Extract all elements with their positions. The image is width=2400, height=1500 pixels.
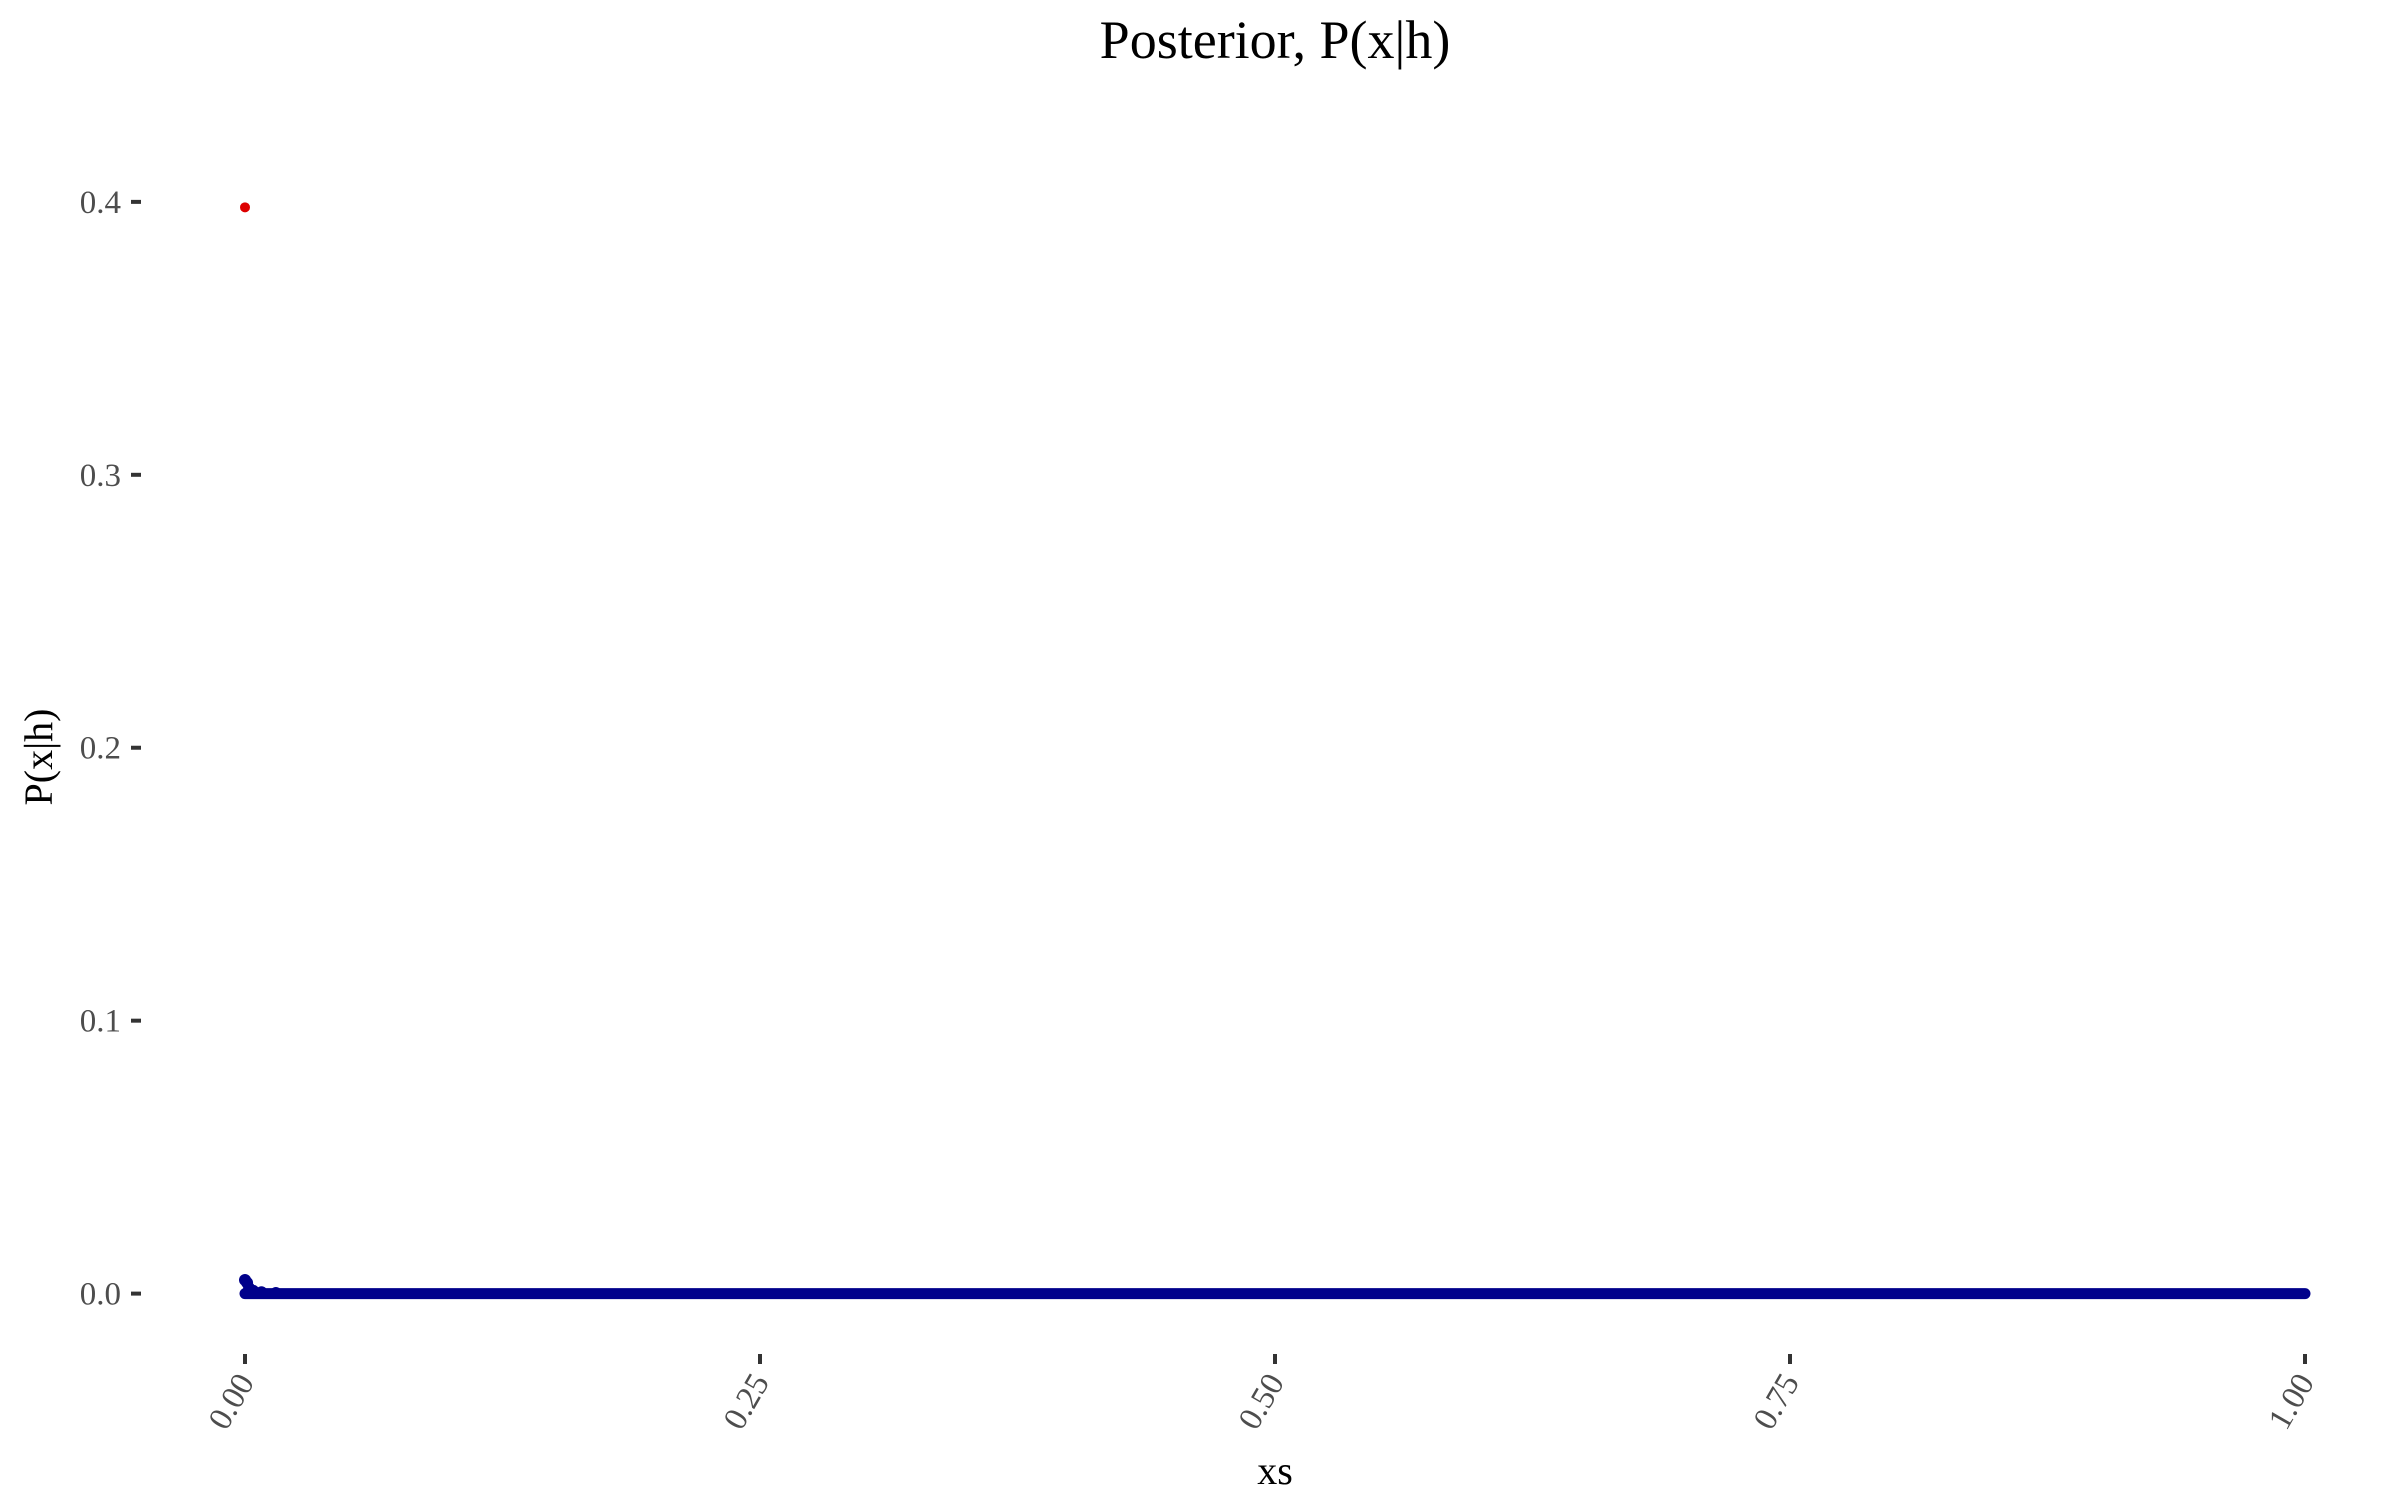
y-tick-label: 0.3 (80, 458, 121, 494)
y-tick-label: 0.1 (80, 1004, 121, 1040)
x-tick-label: 1.00 (2262, 1368, 2322, 1436)
data-point (269, 1287, 282, 1300)
x-tick-label: 0.50 (1232, 1368, 1292, 1436)
highlight-point (240, 202, 250, 213)
y-tick-label: 0.0 (80, 1277, 121, 1313)
y-axis-label: P(x|h) (16, 709, 61, 806)
data-point (255, 1286, 268, 1299)
plot-area (239, 202, 2311, 1300)
x-tick-label: 0.00 (202, 1368, 262, 1436)
x-axis: 0.00 0.25 0.50 0.75 1.00 (202, 1354, 2322, 1436)
x-tick-label: 0.75 (1747, 1368, 1807, 1436)
y-tick-label: 0.2 (80, 731, 121, 767)
y-axis: 0.0 0.1 0.2 0.3 0.4 (80, 185, 141, 1313)
x-axis-label: xs (1257, 1448, 1293, 1493)
chart-title: Posterior, P(x|h) (1100, 10, 1451, 70)
y-tick-label: 0.4 (80, 185, 121, 221)
x-tick-label: 0.25 (717, 1368, 777, 1436)
